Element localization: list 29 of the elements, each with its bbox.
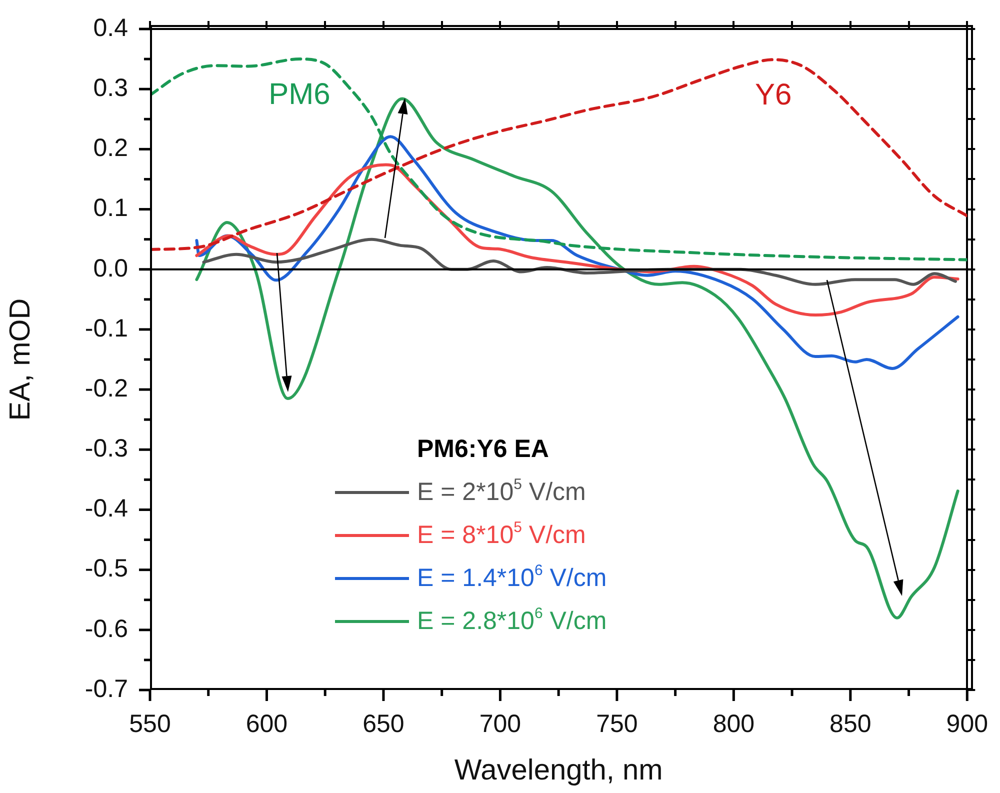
legend-label: E = 1.4*10$^{6}$ V/cm (417, 561, 607, 594)
x-tick-label: 900 (946, 710, 988, 738)
y-tick-label: -0.1 (84, 314, 128, 342)
y-tick-label: 0.4 (93, 14, 128, 42)
x-tick-label: 650 (362, 710, 404, 738)
legend-label: E = 2*10$^{5}$ V/cm (417, 475, 586, 508)
x-tick-label: 750 (596, 710, 638, 738)
y-tick-label: -0.3 (84, 434, 128, 463)
x-tick-label: 800 (712, 710, 755, 738)
y-tick-label: 0.1 (93, 194, 128, 222)
legend-title: PM6:Y6 EA (416, 434, 550, 465)
y-tick-label: -0.7 (84, 674, 128, 703)
y-tick-label: 0.2 (93, 134, 128, 162)
x-tick-label: 700 (479, 710, 522, 738)
y-tick-label: -0.5 (84, 554, 128, 583)
y-tick-label: -0.4 (84, 494, 128, 523)
x-tick-label: 550 (129, 710, 171, 738)
y-tick-label: 0.3 (93, 74, 128, 102)
series-label: Y6 (755, 78, 792, 112)
x-tick-label: 600 (246, 710, 288, 738)
x-axis-title: Wavelength, nm (454, 754, 663, 787)
y-tick-label: -0.6 (84, 614, 128, 643)
legend-label: E = 8*10$^{5}$ V/cm (417, 518, 586, 551)
x-tick-label: 850 (830, 710, 872, 738)
y-tick-label: 0.0 (93, 254, 128, 282)
y-axis-title: EA, mOD (4, 298, 36, 421)
legend-label: E = 2.8*10$^{6}$ V/cm (417, 604, 607, 637)
y-tick-label: -0.2 (84, 374, 128, 402)
series-label: PM6 (268, 78, 330, 112)
